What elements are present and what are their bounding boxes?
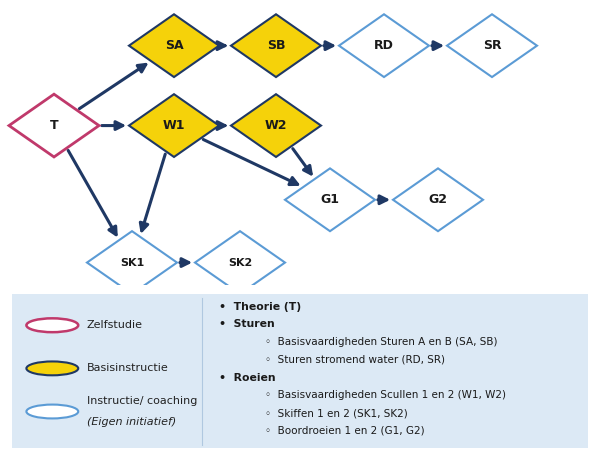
- Polygon shape: [339, 14, 429, 77]
- Text: SR: SR: [482, 39, 502, 52]
- Text: SB: SB: [267, 39, 285, 52]
- Text: ◦  Sturen stromend water (RD, SR): ◦ Sturen stromend water (RD, SR): [265, 355, 445, 365]
- Text: •  Theorie (T): • Theorie (T): [220, 302, 301, 312]
- Text: •  Roeien: • Roeien: [220, 373, 276, 383]
- Polygon shape: [129, 14, 219, 77]
- Text: Zelfstudie: Zelfstudie: [87, 320, 143, 330]
- Text: G2: G2: [428, 193, 448, 206]
- Text: ◦  Skiffen 1 en 2 (SK1, SK2): ◦ Skiffen 1 en 2 (SK1, SK2): [265, 408, 408, 418]
- Text: W2: W2: [265, 119, 287, 132]
- Text: SA: SA: [164, 39, 184, 52]
- Text: Basisinstructie: Basisinstructie: [87, 363, 169, 373]
- Circle shape: [26, 405, 78, 419]
- Polygon shape: [393, 169, 483, 231]
- Text: ◦  Basisvaardigheden Sturen A en B (SA, SB): ◦ Basisvaardigheden Sturen A en B (SA, S…: [265, 337, 498, 347]
- Text: G1: G1: [320, 193, 340, 206]
- Circle shape: [26, 361, 78, 375]
- Text: (Eigen initiatief): (Eigen initiatief): [87, 417, 176, 427]
- Text: RD: RD: [374, 39, 394, 52]
- Polygon shape: [129, 94, 219, 157]
- FancyBboxPatch shape: [12, 294, 588, 448]
- Text: SK2: SK2: [228, 258, 252, 268]
- Text: W1: W1: [163, 119, 185, 132]
- Polygon shape: [447, 14, 537, 77]
- Text: ◦  Boordroeien 1 en 2 (G1, G2): ◦ Boordroeien 1 en 2 (G1, G2): [265, 426, 425, 436]
- Text: SK1: SK1: [120, 258, 144, 268]
- Text: T: T: [50, 119, 58, 132]
- Polygon shape: [9, 94, 99, 157]
- Polygon shape: [231, 14, 321, 77]
- Text: •  Sturen: • Sturen: [220, 319, 275, 329]
- Text: ◦  Basisvaardigheden Scullen 1 en 2 (W1, W2): ◦ Basisvaardigheden Scullen 1 en 2 (W1, …: [265, 390, 506, 400]
- Polygon shape: [87, 231, 177, 294]
- Text: Instructie/ coaching: Instructie/ coaching: [87, 396, 197, 406]
- Polygon shape: [195, 231, 285, 294]
- Polygon shape: [231, 94, 321, 157]
- Polygon shape: [285, 169, 375, 231]
- Circle shape: [26, 318, 78, 332]
